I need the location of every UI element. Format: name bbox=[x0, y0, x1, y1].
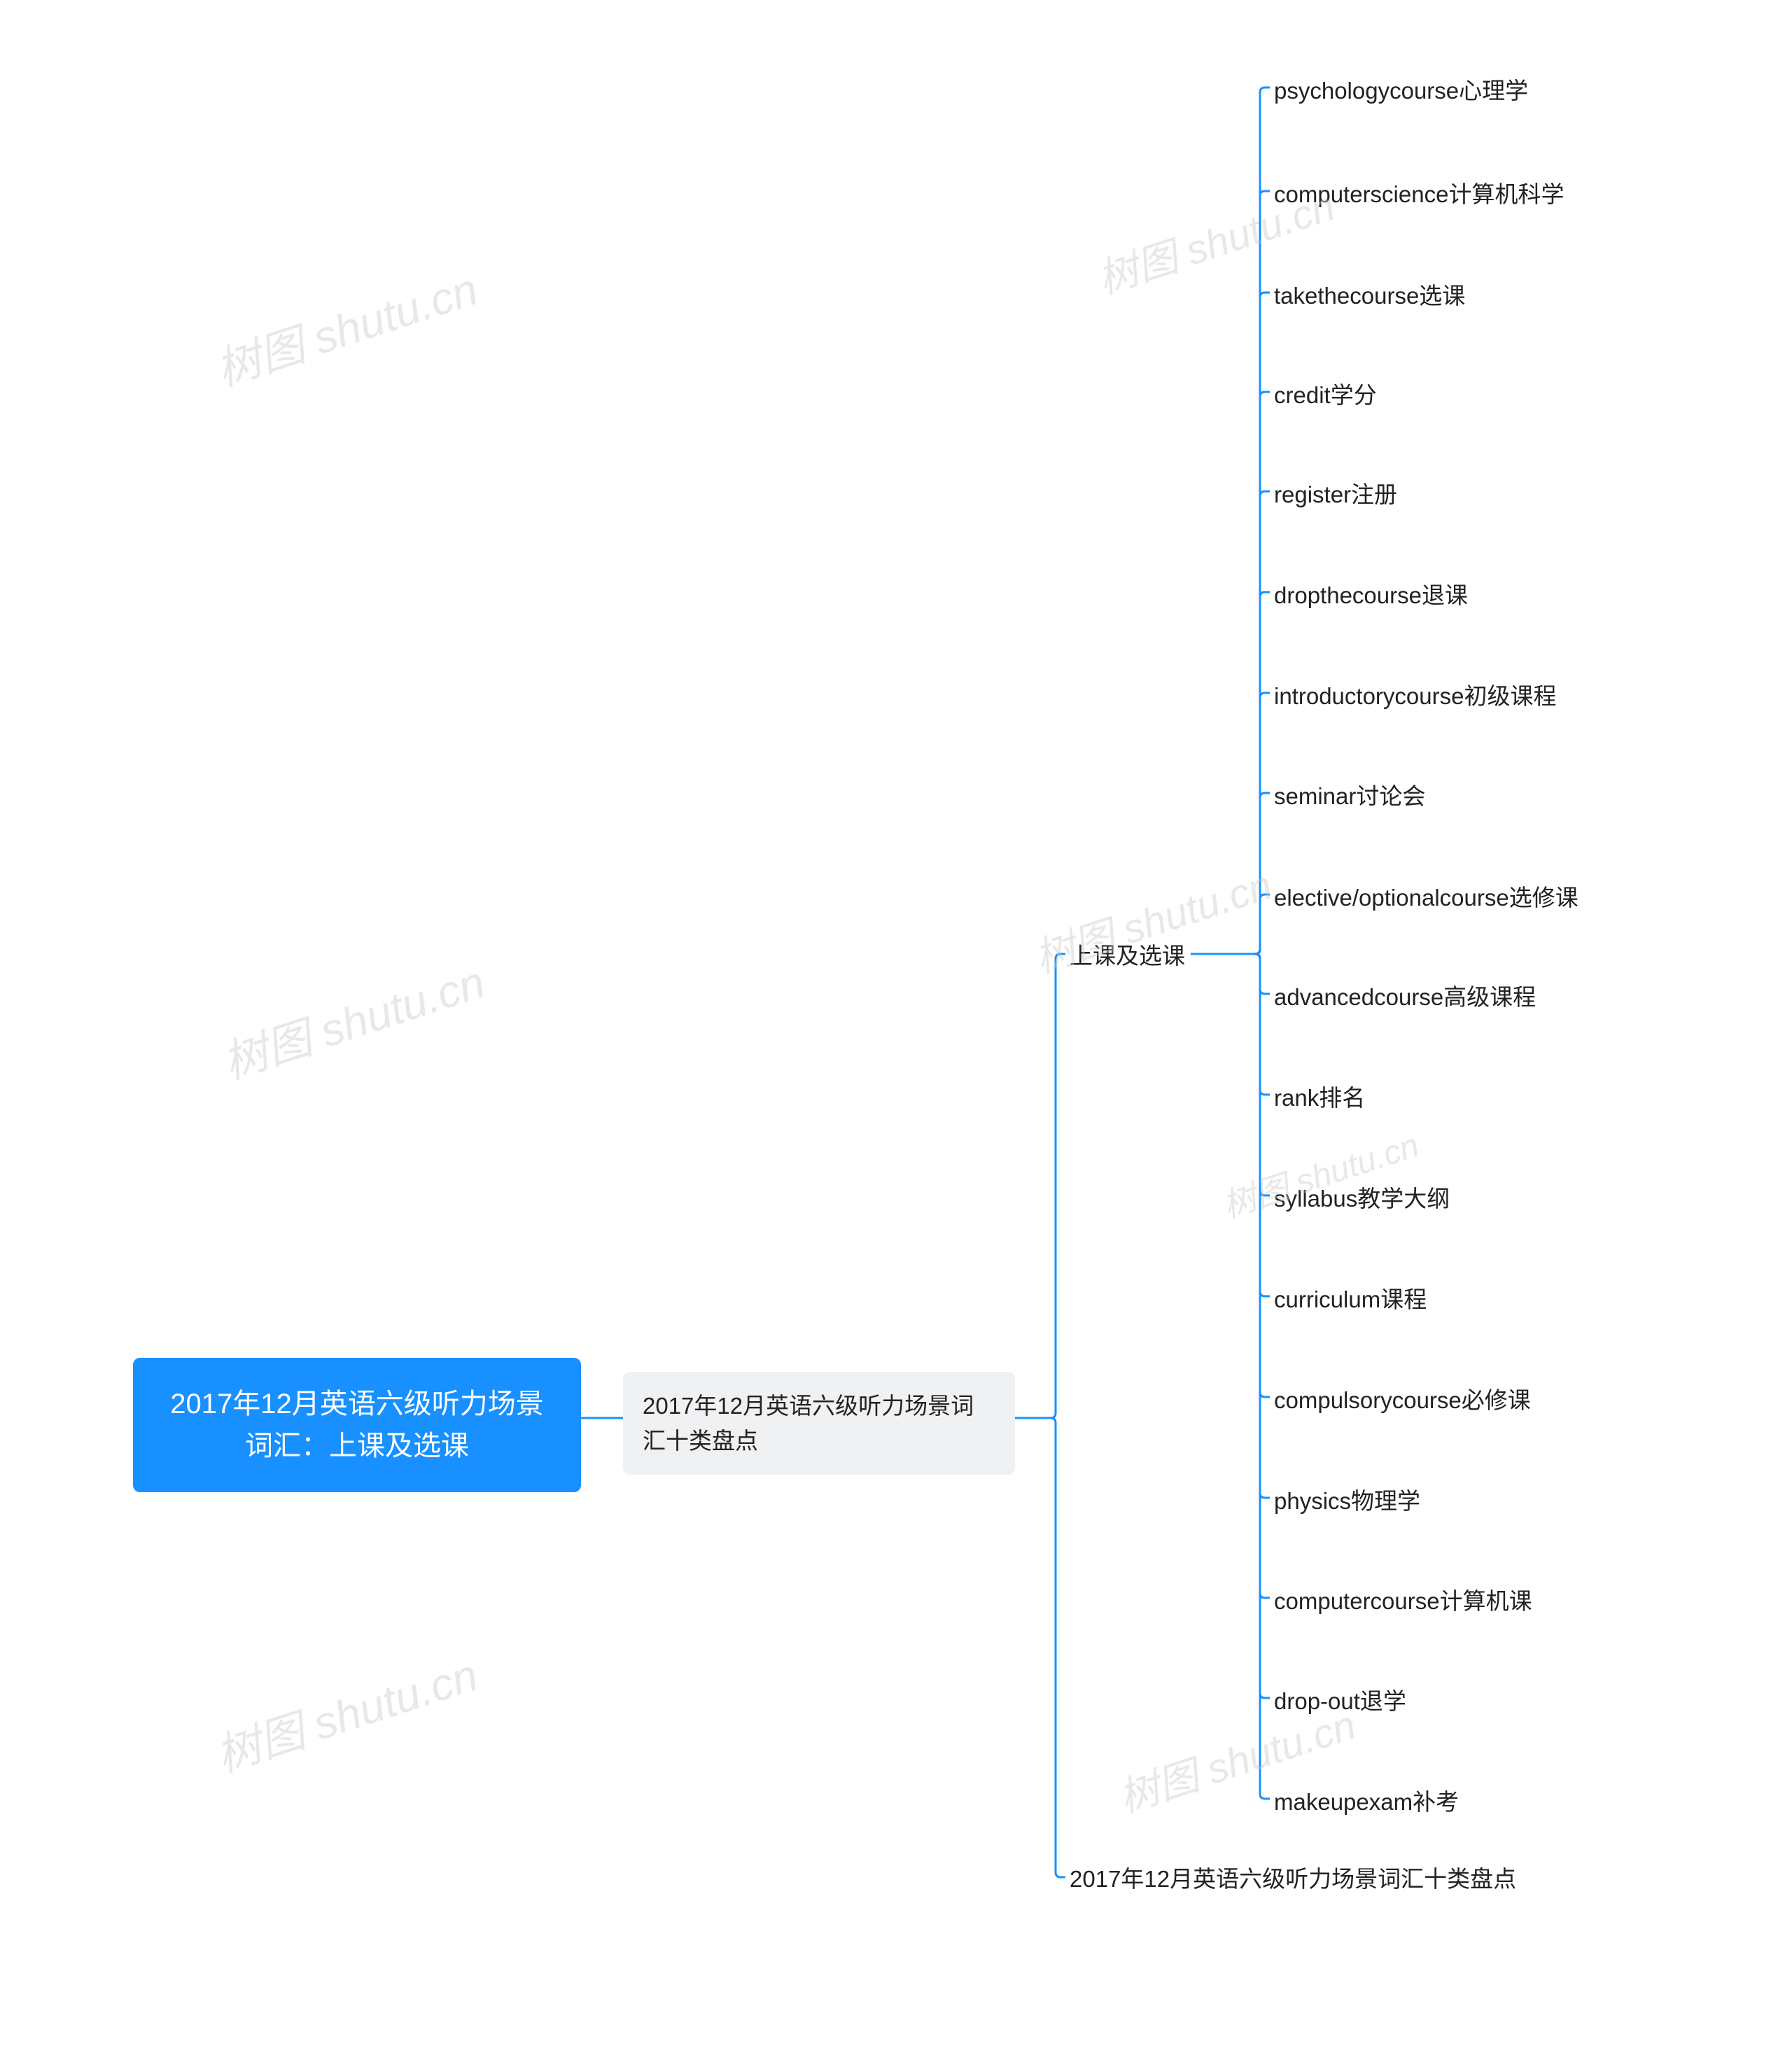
level3b-node[interactable]: 2017年12月英语六级听力场景词汇十类盘点 bbox=[1070, 1862, 1516, 1897]
leaf-node[interactable]: physics物理学 bbox=[1274, 1484, 1420, 1519]
connector bbox=[1191, 87, 1270, 954]
leaf-node[interactable]: rank排名 bbox=[1274, 1081, 1365, 1116]
connector bbox=[1191, 954, 1270, 1498]
leaf-node[interactable]: introductorycourse初级课程 bbox=[1274, 679, 1556, 714]
connector bbox=[1191, 592, 1270, 954]
leaf-label: computerscience计算机科学 bbox=[1274, 177, 1564, 212]
level3a-label: 上课及选课 bbox=[1070, 939, 1185, 974]
level2-label: 2017年12月英语六级听力场景词汇十类盘点 bbox=[643, 1389, 995, 1458]
connector bbox=[1191, 954, 1270, 1698]
leaf-node[interactable]: seminar讨论会 bbox=[1274, 779, 1425, 814]
leaf-label: rank排名 bbox=[1274, 1081, 1365, 1116]
leaf-label: advancedcourse高级课程 bbox=[1274, 980, 1536, 1015]
connector bbox=[1191, 954, 1270, 994]
mindmap-canvas: 2017年12月英语六级听力场景词汇：上课及选课 2017年12月英语六级听力场… bbox=[0, 0, 1792, 2071]
leaf-node[interactable]: syllabus教学大纲 bbox=[1274, 1181, 1450, 1216]
leaf-node[interactable]: register注册 bbox=[1274, 477, 1397, 512]
leaf-node[interactable]: makeupexam补考 bbox=[1274, 1785, 1459, 1820]
connector bbox=[1015, 954, 1065, 1418]
level3a-node[interactable]: 上课及选课 bbox=[1070, 939, 1185, 974]
connector bbox=[1191, 954, 1270, 1799]
leaf-label: physics物理学 bbox=[1274, 1484, 1420, 1519]
leaf-node[interactable]: credit学分 bbox=[1274, 378, 1377, 413]
leaf-label: curriculum课程 bbox=[1274, 1282, 1427, 1317]
leaf-node[interactable]: psychologycourse心理学 bbox=[1274, 73, 1528, 108]
watermark: 树图 shutu.cn bbox=[206, 1639, 484, 1784]
watermark: 树图 shutu.cn bbox=[206, 253, 484, 398]
connector bbox=[1191, 693, 1270, 954]
connector bbox=[1191, 191, 1270, 954]
leaf-node[interactable]: curriculum课程 bbox=[1274, 1282, 1427, 1317]
connector bbox=[1191, 293, 1270, 954]
leaf-node[interactable]: dropthecourse退课 bbox=[1274, 578, 1468, 613]
leaf-label: syllabus教学大纲 bbox=[1274, 1181, 1450, 1216]
leaf-label: elective/optionalcourse选修课 bbox=[1274, 880, 1578, 915]
leaf-label: compulsorycourse必修课 bbox=[1274, 1383, 1531, 1418]
leaf-node[interactable]: elective/optionalcourse选修课 bbox=[1274, 880, 1578, 915]
connectors-svg bbox=[0, 0, 1792, 2071]
connector bbox=[1191, 954, 1270, 1195]
connector bbox=[1015, 1418, 1065, 1877]
connector bbox=[1191, 954, 1270, 1095]
level2-node[interactable]: 2017年12月英语六级听力场景词汇十类盘点 bbox=[623, 1372, 1015, 1475]
leaf-label: introductorycourse初级课程 bbox=[1274, 679, 1556, 714]
leaf-label: register注册 bbox=[1274, 477, 1397, 512]
root-node[interactable]: 2017年12月英语六级听力场景词汇：上课及选课 bbox=[133, 1358, 581, 1492]
leaf-label: credit学分 bbox=[1274, 378, 1377, 413]
leaf-node[interactable]: computercourse计算机课 bbox=[1274, 1584, 1532, 1619]
leaf-label: makeupexam补考 bbox=[1274, 1785, 1459, 1820]
root-label: 2017年12月英语六级听力场景词汇：上课及选课 bbox=[164, 1383, 550, 1467]
connector bbox=[1191, 894, 1270, 954]
leaf-node[interactable]: advancedcourse高级课程 bbox=[1274, 980, 1536, 1015]
connector bbox=[1191, 954, 1270, 1397]
leaf-node[interactable]: compulsorycourse必修课 bbox=[1274, 1383, 1531, 1418]
connector bbox=[1191, 954, 1270, 1296]
level3b-label: 2017年12月英语六级听力场景词汇十类盘点 bbox=[1070, 1862, 1516, 1897]
watermark: 树图 shutu.cn bbox=[214, 946, 491, 1091]
leaf-label: dropthecourse退课 bbox=[1274, 578, 1468, 613]
leaf-node[interactable]: drop-out退学 bbox=[1274, 1684, 1406, 1719]
leaf-label: seminar讨论会 bbox=[1274, 779, 1425, 814]
connector bbox=[1191, 793, 1270, 954]
leaf-label: takethecourse选课 bbox=[1274, 279, 1465, 314]
leaf-node[interactable]: computerscience计算机科学 bbox=[1274, 177, 1564, 212]
leaf-label: drop-out退学 bbox=[1274, 1684, 1406, 1719]
leaf-label: computercourse计算机课 bbox=[1274, 1584, 1532, 1619]
connector bbox=[1191, 491, 1270, 954]
connector bbox=[1191, 392, 1270, 954]
connector bbox=[1191, 954, 1270, 1598]
leaf-label: psychologycourse心理学 bbox=[1274, 73, 1528, 108]
leaf-node[interactable]: takethecourse选课 bbox=[1274, 279, 1465, 314]
